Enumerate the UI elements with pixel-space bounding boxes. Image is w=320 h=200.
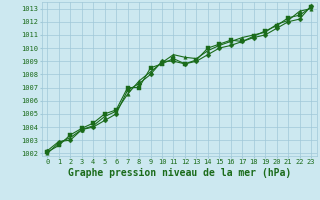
- X-axis label: Graphe pression niveau de la mer (hPa): Graphe pression niveau de la mer (hPa): [68, 168, 291, 178]
